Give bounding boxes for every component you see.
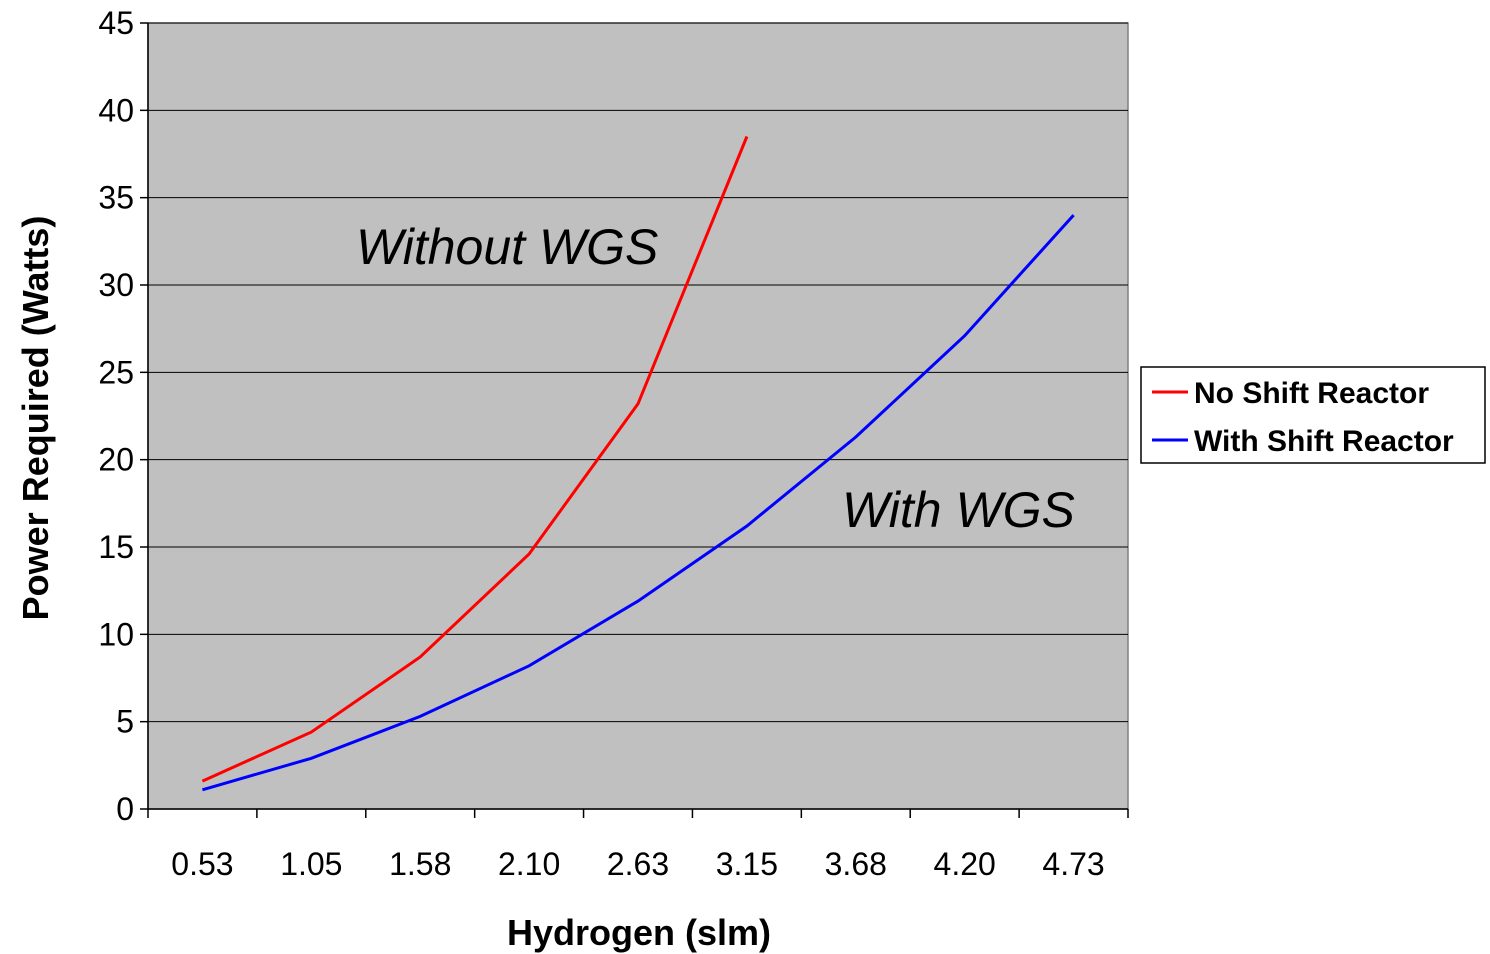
legend-box bbox=[1140, 366, 1486, 464]
y-tick-label: 10 bbox=[98, 616, 134, 652]
x-tick-label: 2.63 bbox=[607, 846, 669, 882]
y-tick-label: 35 bbox=[98, 180, 134, 216]
annotation-without-wgs: Without WGS bbox=[356, 219, 658, 275]
y-tick-label: 15 bbox=[98, 529, 134, 565]
plot-area bbox=[147, 22, 1129, 810]
legend-label-no-shift: No Shift Reactor bbox=[1194, 377, 1429, 410]
y-axis-ticks: 0 5 10 15 20 25 30 35 40 45 bbox=[98, 5, 148, 827]
x-axis-ticks: 0.53 1.05 1.58 2.10 2.63 3.15 3.68 4.20 4.73 bbox=[147, 809, 1129, 882]
legend: No Shift Reactor With Shift Reactor bbox=[1140, 366, 1486, 464]
y-tick-label: 45 bbox=[98, 5, 134, 41]
x-tick-label: 0.53 bbox=[171, 846, 233, 882]
y-tick-label: 0 bbox=[116, 791, 134, 827]
y-axis-title: Power Required (Watts) bbox=[15, 216, 56, 621]
y-tick-label: 25 bbox=[98, 354, 134, 390]
x-axis-title: Hydrogen (slm) bbox=[507, 912, 771, 953]
y-tick-label: 20 bbox=[98, 442, 134, 478]
y-tick-label: 5 bbox=[116, 704, 134, 740]
series-lines bbox=[201, 135, 1075, 792]
x-tick-label: 2.10 bbox=[498, 846, 560, 882]
x-tick-label: 1.58 bbox=[389, 846, 451, 882]
x-tick-label: 3.15 bbox=[716, 846, 778, 882]
y-tick-label: 30 bbox=[98, 267, 134, 303]
x-tick-label: 3.68 bbox=[825, 846, 887, 882]
gridlines bbox=[148, 22, 1128, 723]
series-line-with-shift-reactor bbox=[201, 214, 1075, 792]
annotation-with-wgs: With WGS bbox=[842, 482, 1075, 538]
x-tick-label: 4.73 bbox=[1042, 846, 1104, 882]
y-tick-label: 40 bbox=[98, 92, 134, 128]
x-tick-label: 4.20 bbox=[934, 846, 996, 882]
series-line-no-shift-reactor bbox=[201, 135, 749, 783]
x-tick-label: 1.05 bbox=[280, 846, 342, 882]
legend-label-with-shift: With Shift Reactor bbox=[1194, 425, 1454, 458]
